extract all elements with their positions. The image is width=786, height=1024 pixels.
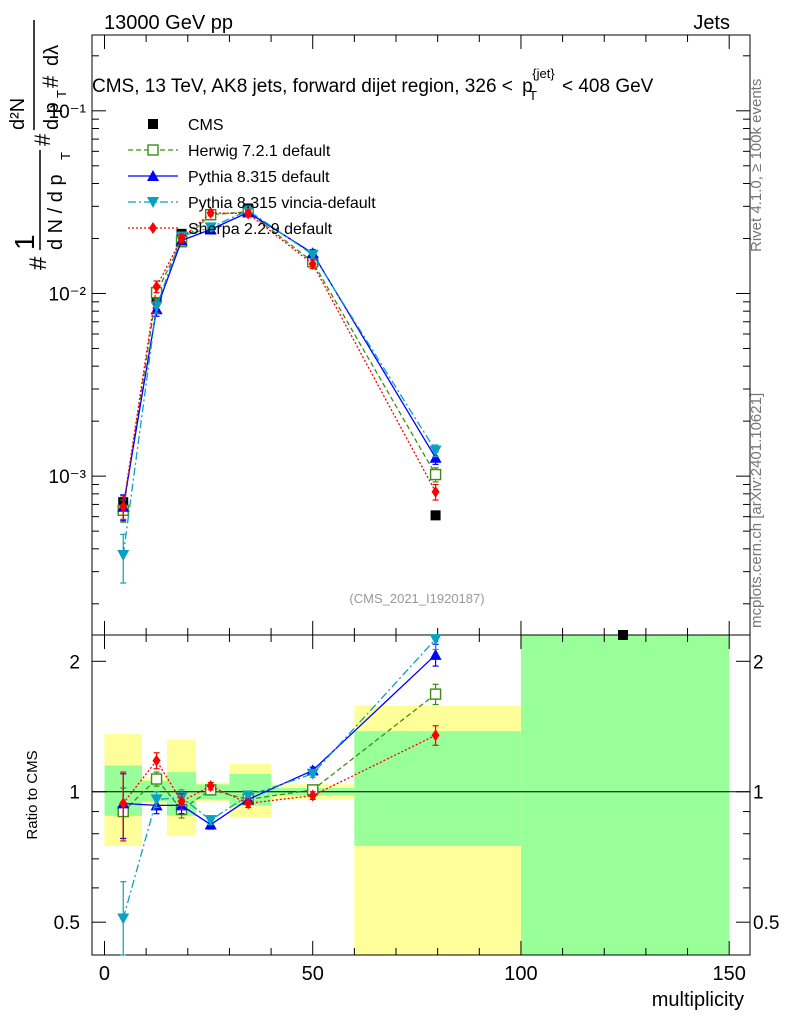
x-tick-label: 100 (504, 963, 537, 985)
data-point (244, 207, 253, 220)
data-point (429, 445, 442, 457)
y-tick-label-ratio: 0.5 (54, 913, 80, 934)
data-point (242, 790, 255, 802)
data-point (119, 797, 128, 810)
analysis-id: (CMS_2021_I1920187) (349, 591, 484, 606)
x-tick-label: 150 (712, 963, 745, 985)
legend-marker (148, 119, 158, 129)
ratio-plot-series (117, 634, 442, 956)
legend-item: Pythia 8.315 vincia-default (128, 195, 376, 212)
y-tick-label-ratio-right: 0.5 (753, 913, 779, 934)
ratio-plot-frame (91, 634, 751, 956)
svg-text:dλ: dλ (41, 45, 63, 66)
ratio-y-axis-label: Ratio to CMS (24, 750, 41, 839)
x-tick-label: 50 (302, 963, 324, 985)
svg-text:d p: d p (41, 102, 63, 130)
data-point (617, 630, 628, 640)
svg-text:d²N: d²N (7, 98, 29, 130)
series-line (122, 211, 437, 507)
legend-label: Pythia 8.315 default (188, 169, 330, 186)
data-point (206, 206, 215, 219)
data-point (429, 648, 442, 660)
chart-title: CMS, 13 TeV, AK8 jets, forward dijet reg… (92, 62, 654, 105)
data-point (152, 280, 161, 293)
legend-item: CMS (148, 117, 224, 134)
category-label: Jets (693, 12, 730, 34)
svg-text:#: # (38, 75, 63, 88)
data-point (150, 773, 163, 785)
svg-text:#: # (25, 256, 52, 270)
series-cms (118, 203, 628, 640)
band-inner-6 (354, 731, 521, 846)
series-sherpa-2-2-9-default (119, 206, 440, 520)
y-tick-label-main: 10⁻² (49, 284, 87, 305)
legend-marker (147, 170, 159, 181)
svg-text:#: # (30, 133, 55, 146)
data-point (150, 301, 163, 313)
data-point (177, 795, 186, 808)
data-point (429, 634, 442, 646)
svg-text:T: T (54, 90, 69, 98)
data-point (306, 768, 319, 780)
data-point (204, 222, 217, 234)
data-point (152, 754, 161, 767)
y-tick-label-ratio-right: 2 (753, 652, 764, 673)
data-point (206, 780, 215, 793)
mcplots-label: mcplots.cern.ch [arXiv:2401.10621] (748, 393, 765, 628)
y-tick-label-ratio-right: 1 (753, 783, 764, 804)
svg-text:T: T (58, 152, 73, 160)
legend-label: Herwig 7.2.1 default (188, 143, 331, 160)
data-point (429, 688, 442, 700)
band-inner-7 (520, 635, 730, 955)
data-point (117, 550, 130, 562)
y-tick-label-ratio: 2 (69, 652, 80, 673)
legend-label: Sherpa 2.2.9 default (188, 221, 333, 238)
y-tick-label-ratio: 1 (69, 783, 80, 804)
energy-label: 13000 GeV pp (104, 12, 233, 34)
series-herwig-7-2-1-default (117, 206, 442, 523)
y-tick-label-main: 10⁻¹ (49, 102, 87, 123)
y-tick-label-main: 10⁻³ (49, 467, 87, 488)
main-axis-ticks: 10⁻¹ 10⁻² 10⁻³ (49, 35, 750, 635)
data-point (308, 257, 317, 270)
x-axis-label: multiplicity (652, 989, 744, 1011)
main-plot-series (117, 203, 628, 640)
series-sherpa-2-2-9-default (119, 725, 440, 842)
ratio-axis-ticks: 0 50 100 150 0.5 0.5 1 1 2 2 (54, 635, 779, 985)
series-line (122, 212, 437, 507)
data-point (150, 794, 163, 806)
legend-marker (149, 222, 157, 234)
series-pythia-8-315-vincia-default (117, 205, 442, 584)
uncertainty-bands (104, 635, 730, 955)
legend-item: Pythia 8.315 default (128, 169, 330, 186)
legend-label: CMS (188, 117, 224, 134)
legend-marker (147, 197, 159, 208)
data-point (117, 913, 130, 925)
data-point (244, 797, 253, 810)
legend-marker (147, 144, 159, 156)
legend-item: Sherpa 2.2.9 default (128, 221, 333, 238)
legend: CMS Herwig 7.2.1 default Pythia 8.315 defa… (128, 117, 376, 238)
data-point (431, 729, 440, 742)
data-point (430, 510, 441, 521)
data-point (429, 468, 442, 481)
data-point (431, 485, 440, 498)
rivet-label: Rivet 4.1.0, ≥ 100k events (748, 79, 765, 252)
legend-item: Herwig 7.2.1 default (128, 143, 331, 160)
svg-text:d N / d p: d N / d p (45, 174, 67, 250)
y-axis-label: # 1 d N / d p T # d²N d p T # dλ (7, 20, 73, 270)
series-line (122, 209, 437, 556)
data-point (177, 232, 186, 245)
legend-label: Pythia 8.315 vincia-default (188, 195, 376, 212)
x-tick-label: 0 (99, 963, 110, 985)
data-point (308, 789, 317, 802)
data-point (306, 249, 319, 261)
svg-text:1: 1 (9, 234, 40, 250)
series-pythia-8-315-default (117, 206, 442, 522)
data-point (204, 815, 217, 827)
data-point (429, 451, 442, 463)
data-point (119, 500, 128, 513)
series-line (122, 211, 437, 511)
